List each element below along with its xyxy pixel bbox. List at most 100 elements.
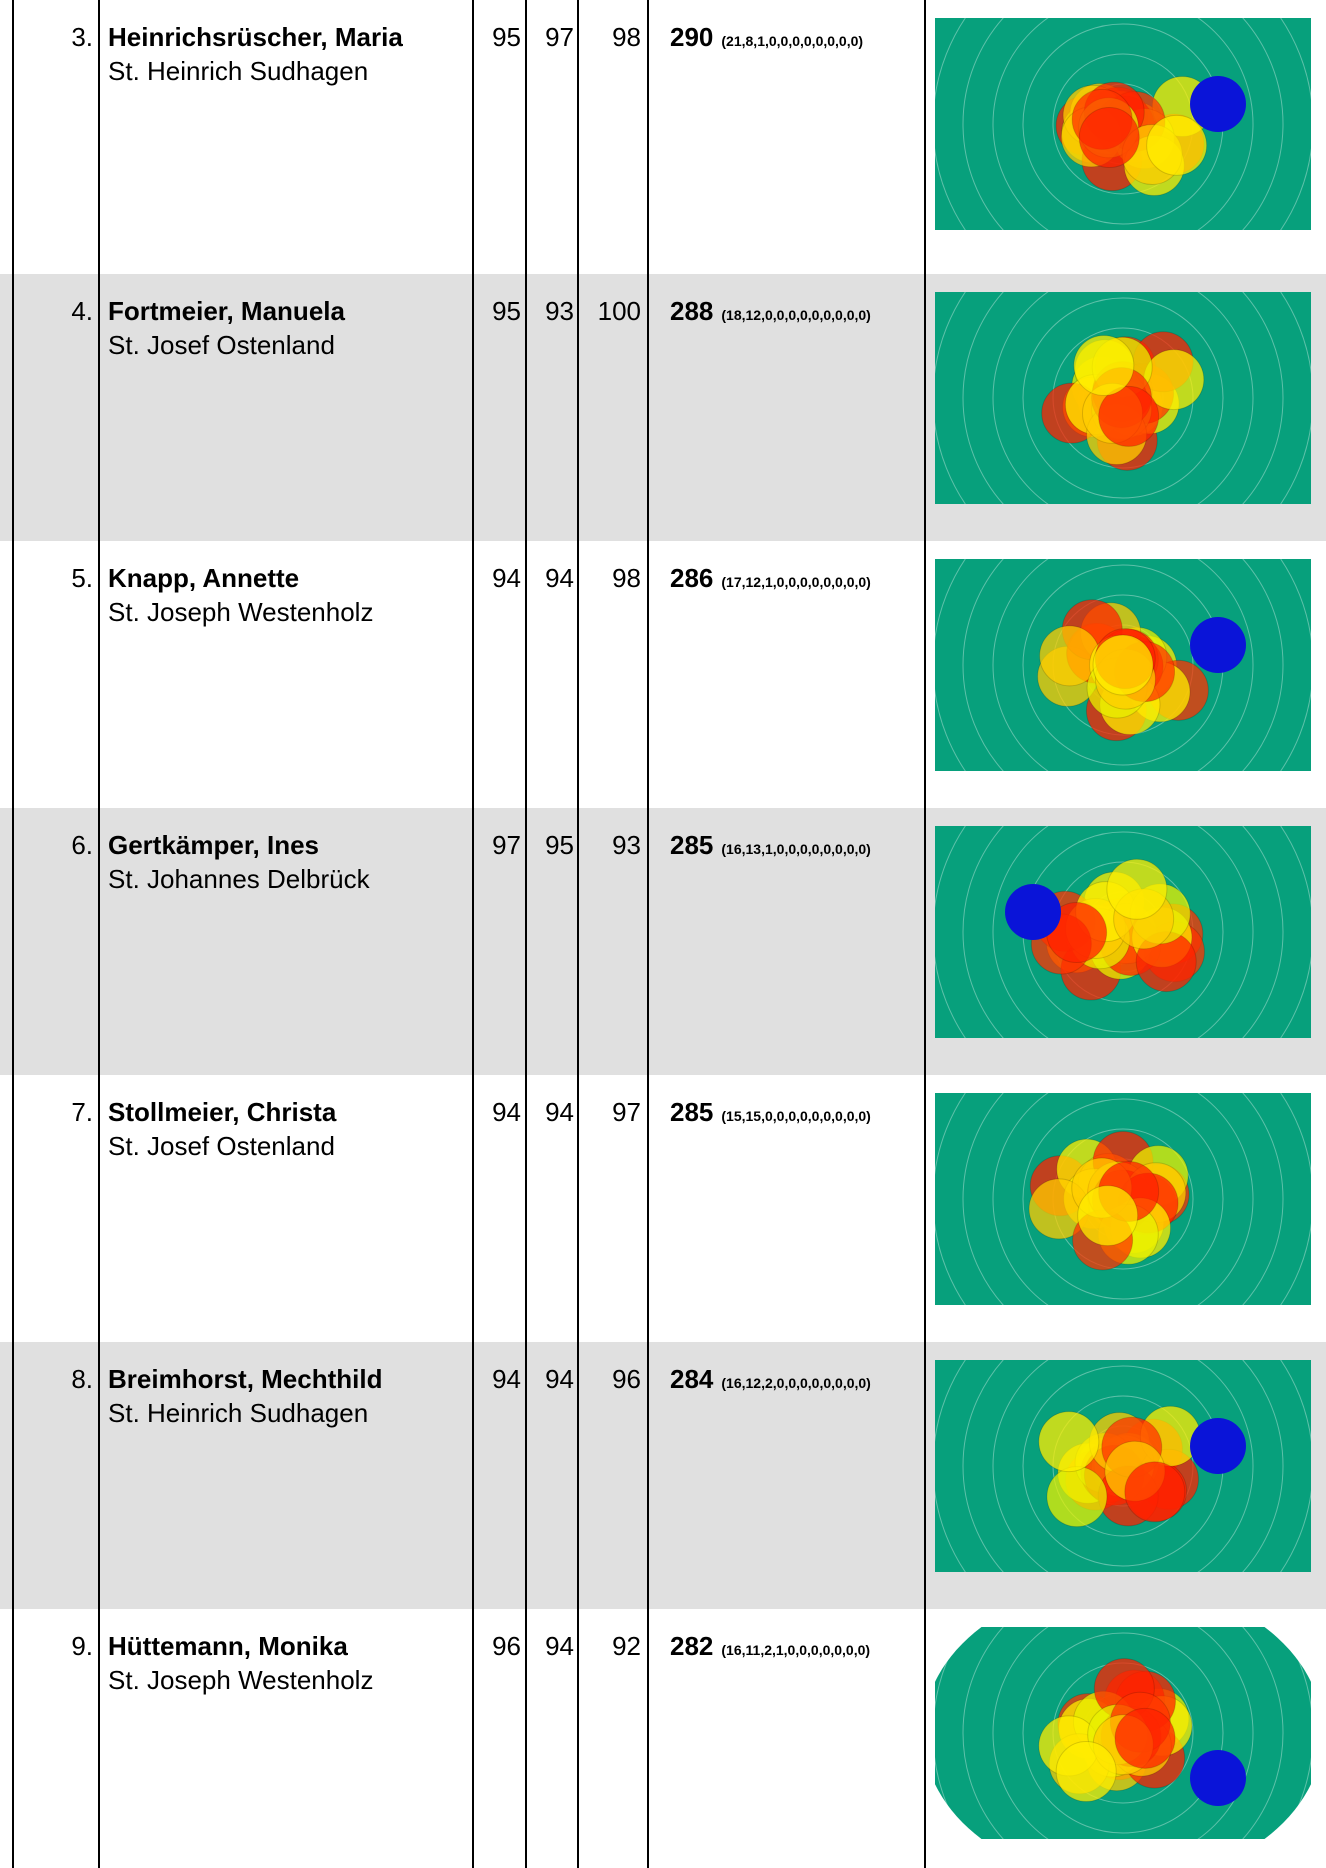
total-cell: 288 (18,12,0,0,0,0,0,0,0,0,0)	[670, 296, 871, 330]
table-row: 4. Fortmeier, Manuela St. Josef Ostenland 9…	[0, 274, 1326, 541]
target-image	[935, 18, 1311, 230]
series-score: 94	[545, 1097, 574, 1127]
total-cell: 282 (16,11,2,1,0,0,0,0,0,0,0)	[670, 1631, 870, 1665]
series-score: 98	[612, 563, 641, 593]
target-image	[935, 292, 1311, 504]
shot-outlier	[1190, 617, 1246, 673]
total-score: 282	[670, 1631, 714, 1661]
shooter-name: Fortmeier, Manuela	[108, 296, 345, 326]
shot	[1092, 634, 1154, 696]
shot	[1046, 1466, 1108, 1528]
target-ring	[962, 1627, 1284, 1839]
target-ring	[992, 826, 1254, 1038]
column-rule	[647, 0, 649, 1868]
target-ring	[992, 18, 1254, 230]
ten-count-detail: (18,12,0,0,0,0,0,0,0,0,0)	[721, 307, 871, 323]
target-ring	[962, 292, 1284, 504]
target-ring	[992, 1360, 1254, 1572]
shot	[1106, 858, 1168, 920]
target-ring	[962, 1093, 1284, 1305]
shot	[1078, 106, 1140, 168]
series-score: 94	[492, 1097, 521, 1127]
table-row: 9. Hüttemann, Monika St. Joseph Westenholz…	[0, 1609, 1326, 1868]
target-ring	[1022, 1098, 1224, 1300]
series-score: 94	[545, 1364, 574, 1394]
column-rule	[577, 0, 579, 1868]
total-cell: 285 (15,15,0,0,0,0,0,0,0,0,0)	[670, 1097, 871, 1131]
series-score: 94	[492, 563, 521, 593]
column-rule	[98, 0, 100, 1868]
rank: 9.	[71, 1631, 93, 1661]
shot	[1114, 1707, 1176, 1769]
series-score: 95	[545, 830, 574, 860]
rank: 4.	[71, 296, 93, 326]
shooter-name: Knapp, Annette	[108, 563, 300, 593]
ten-count-detail: (16,12,2,0,0,0,0,0,0,0,0)	[721, 1375, 871, 1391]
club-name: St. Johannes Delbrück	[108, 864, 370, 894]
shooter-name: Gertkämper, Ines	[108, 830, 319, 860]
total-score: 284	[670, 1364, 714, 1394]
series-score: 93	[612, 830, 641, 860]
target-image	[935, 559, 1311, 771]
total-score: 286	[670, 563, 714, 593]
shot-outlier	[1190, 1418, 1246, 1474]
ten-count-detail: (17,12,1,0,0,0,0,0,0,0,0)	[721, 574, 871, 590]
target-ring	[992, 559, 1254, 771]
target-ring	[992, 1627, 1254, 1839]
shot-outlier	[1190, 1750, 1246, 1806]
series-score: 94	[492, 1364, 521, 1394]
table-row: 6. Gertkämper, Ines St. Johannes Delbrück 9…	[0, 808, 1326, 1075]
series-score: 96	[612, 1364, 641, 1394]
series-score: 93	[545, 296, 574, 326]
club-name: St. Heinrich Sudhagen	[108, 56, 369, 86]
shooter-name: Stollmeier, Christa	[108, 1097, 337, 1127]
shot	[1124, 1461, 1186, 1523]
club-name: St. Joseph Westenholz	[108, 597, 374, 627]
column-rule	[12, 0, 14, 1868]
series-score: 94	[545, 1631, 574, 1661]
total-cell: 284 (16,12,2,0,0,0,0,0,0,0,0)	[670, 1364, 871, 1398]
target-image	[935, 1627, 1311, 1839]
target-ring	[992, 292, 1254, 504]
club-name: St. Heinrich Sudhagen	[108, 1398, 369, 1428]
ten-count-detail: (16,13,1,0,0,0,0,0,0,0,0)	[721, 841, 871, 857]
total-score: 290	[670, 22, 714, 52]
target-image	[935, 1360, 1311, 1572]
target-ring	[962, 559, 1284, 771]
column-rule	[525, 0, 527, 1868]
target-ring	[962, 18, 1284, 230]
target-ring	[1022, 297, 1224, 499]
series-score: 94	[545, 563, 574, 593]
target-image	[935, 826, 1311, 1038]
rank: 5.	[71, 563, 93, 593]
table-row: 3. Heinrichsrüscher, Maria St. Heinrich Su…	[0, 0, 1326, 274]
shooter-name: Heinrichsrüscher, Maria	[108, 22, 403, 52]
series-score: 100	[597, 296, 641, 326]
rank: 3.	[71, 22, 93, 52]
shooter-name: Hüttemann, Monika	[108, 1631, 348, 1661]
target-image	[935, 1093, 1311, 1305]
rank: 7.	[71, 1097, 93, 1127]
total-score: 285	[670, 1097, 714, 1127]
table-row: 8. Breimhorst, Mechthild St. Heinrich Sudh…	[0, 1342, 1326, 1609]
series-score: 92	[612, 1631, 641, 1661]
total-cell: 290 (21,8,1,0,0,0,0,0,0,0,0)	[670, 22, 863, 56]
total-cell: 286 (17,12,1,0,0,0,0,0,0,0,0)	[670, 563, 871, 597]
total-cell: 285 (16,13,1,0,0,0,0,0,0,0,0)	[670, 830, 871, 864]
series-score: 96	[492, 1631, 521, 1661]
target-ring	[962, 1360, 1284, 1572]
series-score: 95	[492, 296, 521, 326]
ten-count-detail: (15,15,0,0,0,0,0,0,0,0,0)	[721, 1108, 871, 1124]
shot	[1073, 334, 1135, 396]
club-name: St. Josef Ostenland	[108, 1131, 335, 1161]
series-score: 98	[612, 22, 641, 52]
column-rule	[924, 0, 926, 1868]
shooter-name: Breimhorst, Mechthild	[108, 1364, 383, 1394]
shot	[1077, 1185, 1139, 1247]
series-score: 97	[492, 830, 521, 860]
total-score: 285	[670, 830, 714, 860]
club-name: St. Joseph Westenholz	[108, 1665, 374, 1695]
ten-count-detail: (16,11,2,1,0,0,0,0,0,0,0)	[721, 1642, 871, 1658]
target-ring	[992, 1093, 1254, 1305]
